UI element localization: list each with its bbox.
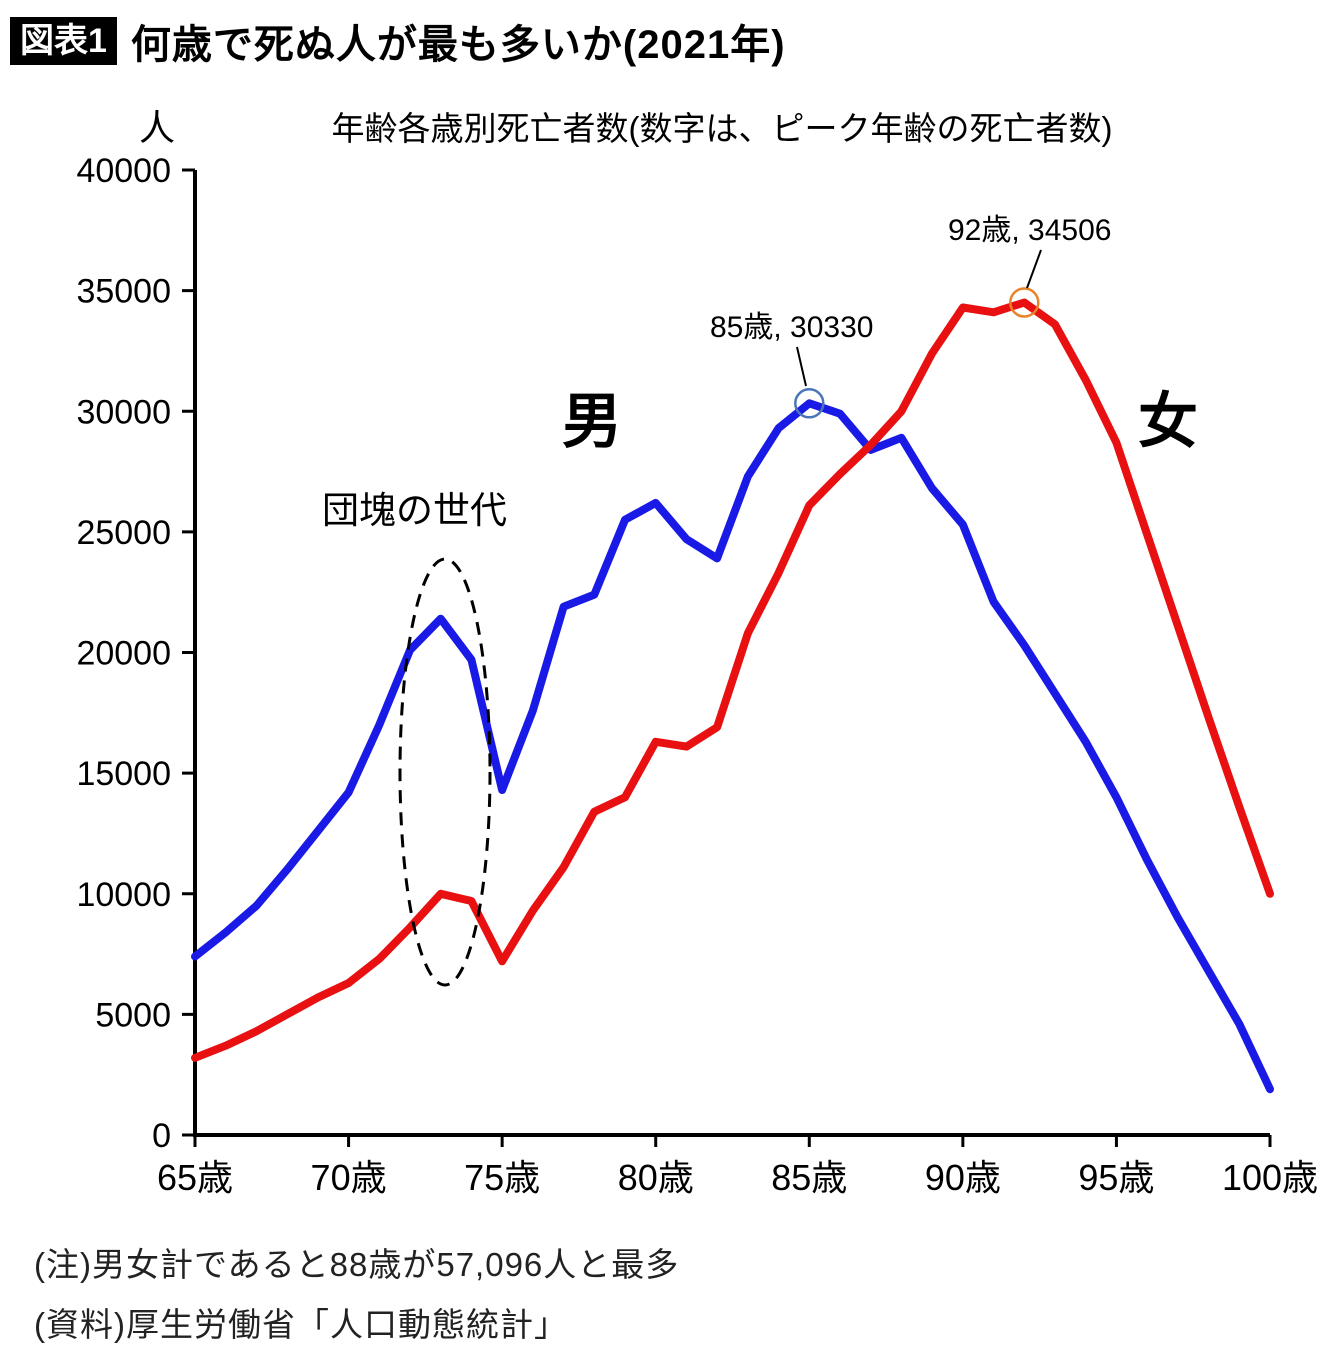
x-tick-label: 70歳 xyxy=(311,1157,387,1198)
male-peak-annotation: 85歳, 30330 xyxy=(710,311,873,344)
x-tick-label: 80歳 xyxy=(618,1157,694,1198)
chart-subtitle: 年齢各歳別死亡者数(数字は、ピーク年齢の死亡者数) xyxy=(332,110,1113,147)
y-tick-label: 5000 xyxy=(95,996,171,1034)
figure-title: 何歳で死ぬ人が最も多いか(2021年) xyxy=(130,23,786,67)
y-tick-label: 20000 xyxy=(76,635,171,673)
x-tick-label: 95歳 xyxy=(1078,1157,1154,1198)
peak-ring-85 xyxy=(794,388,825,419)
x-tick-label: 75歳 xyxy=(464,1157,540,1198)
x-tick-label: 85歳 xyxy=(771,1157,847,1198)
female-series-label: 女 xyxy=(1138,388,1198,455)
x-tick-label: 65歳 xyxy=(157,1157,233,1198)
male-peak-leader-line xyxy=(796,346,807,387)
y-tick-label: 35000 xyxy=(76,273,171,311)
plot-layer: 0 5000 10000 15000 20000 25000 30000 35000 40000… xyxy=(76,152,1318,1198)
y-tick-label: 10000 xyxy=(76,876,171,914)
series-line-0 xyxy=(191,399,1274,1094)
note-source-comment: (注)男女計であると88歳が57,096人と最多 xyxy=(34,1246,680,1283)
y-tick-label: 40000 xyxy=(76,152,171,190)
cohort-ellipse xyxy=(398,557,492,987)
peak-ring-92 xyxy=(1009,287,1040,318)
figure-badge: 図表1 xyxy=(10,17,117,65)
female-peak-annotation: 92歳, 34506 xyxy=(948,214,1111,247)
cohort-annotation-label: 団塊の世代 xyxy=(322,490,507,531)
y-tick-label: 25000 xyxy=(76,514,171,552)
x-tick-label: 100歳 xyxy=(1222,1157,1318,1198)
x-tick-label: 90歳 xyxy=(925,1157,1001,1198)
figure-notes: (注)男女計であると88歳が57,096人と最多 (資料)厚生労働省「人口動態統… xyxy=(34,1238,679,1358)
note-data-source: (資料)厚生労働省「人口動態統計」 xyxy=(34,1306,568,1343)
male-series-label: 男 xyxy=(562,388,622,455)
y-tick-label: 15000 xyxy=(76,755,171,793)
y-axis-unit-label: 人 xyxy=(139,107,175,148)
figure-header: 図表1 何歳で死ぬ人が最も多いか(2021年) xyxy=(10,12,786,70)
female-peak-leader-line xyxy=(1026,249,1042,289)
y-tick-label: 0 xyxy=(152,1117,171,1155)
y-tick-label: 30000 xyxy=(76,393,171,431)
series-line-1 xyxy=(191,298,1274,1062)
